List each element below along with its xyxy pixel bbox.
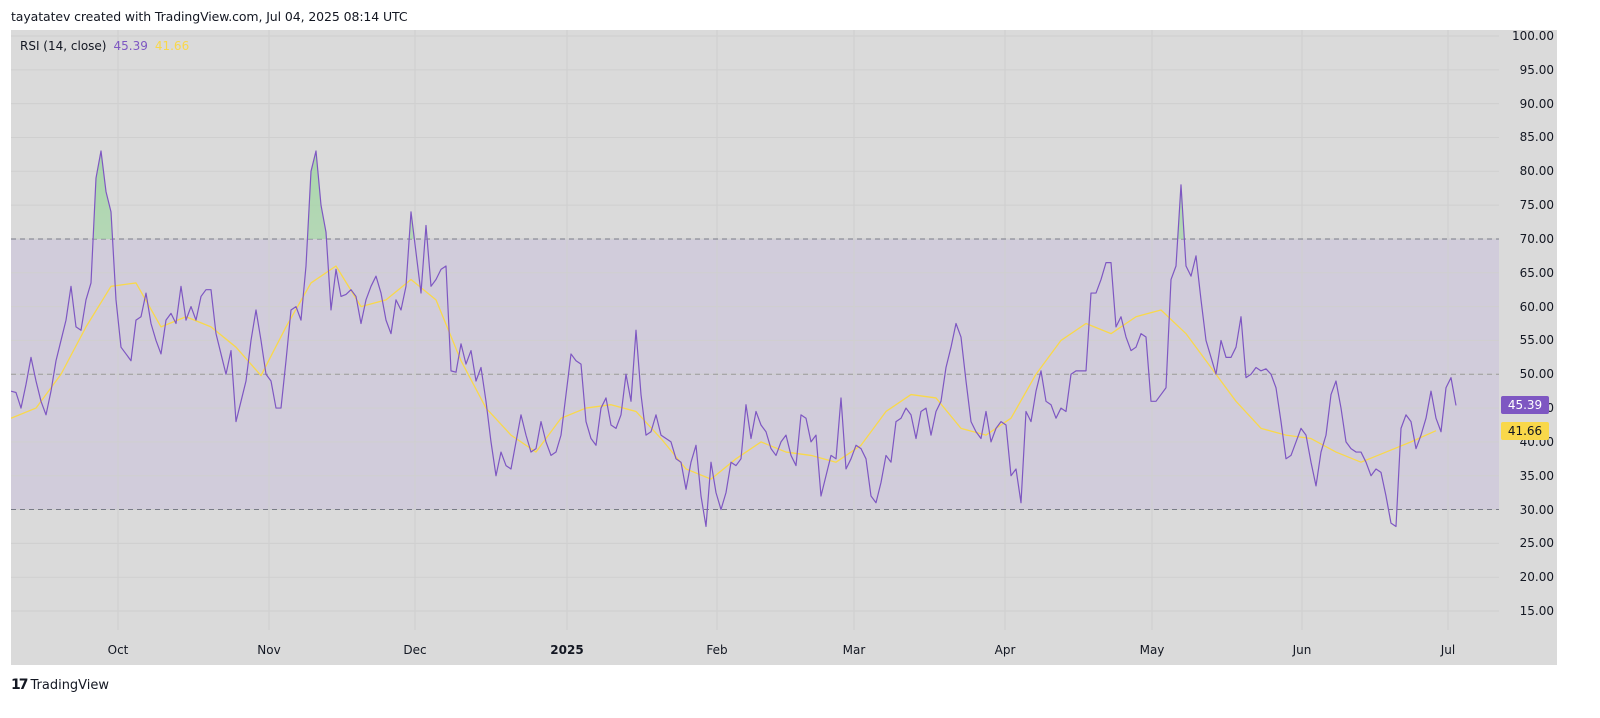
x-axis-tick: May <box>1139 643 1165 657</box>
y-axis-tick: 100.00 <box>1512 29 1554 43</box>
rsi-chart-svg <box>11 30 1499 630</box>
x-axis-tick: 2025 <box>550 643 584 657</box>
ma-last-value-badge: 41.66 <box>1501 421 1549 440</box>
y-axis-tick: 35.00 <box>1519 468 1554 483</box>
price-scale[interactable]: 100.00 95.00 90.00 85.00 80.00 75.00 70.00 65.0… <box>1499 29 1557 630</box>
x-axis-tick: Apr <box>994 643 1016 657</box>
rsi-plot-area[interactable]: RSI (14, close) 45.39 41.66 <box>11 30 1499 630</box>
indicator-name: RSI (14, close) <box>20 39 107 53</box>
y-axis-tick: 20.00 <box>1519 570 1554 585</box>
x-axis-tick: Feb <box>706 643 728 657</box>
rsi-last-value-badge: 45.39 <box>1501 396 1549 415</box>
y-axis-tick: 80.00 <box>1519 164 1554 179</box>
indicator-legend[interactable]: RSI (14, close) 45.39 41.66 <box>20 39 189 53</box>
y-axis-tick: 90.00 <box>1519 96 1554 111</box>
y-axis-tick: 65.00 <box>1519 265 1554 280</box>
x-axis-tick: Jun <box>1292 643 1312 657</box>
y-axis-tick: 15.00 <box>1519 604 1554 619</box>
x-axis-tick: Nov <box>257 643 281 657</box>
time-scale[interactable]: Oct Nov Dec 2025 Feb Mar Apr May Jun Jul <box>11 630 1499 665</box>
rsi-line <box>11 150 1457 528</box>
x-axis-tick: Jul <box>1440 643 1456 657</box>
x-axis-tick: Oct <box>107 643 129 657</box>
chart-credit: tayatatev created with TradingView.com, … <box>11 9 408 24</box>
y-axis-tick: 75.00 <box>1519 198 1554 213</box>
y-axis-tick: 85.00 <box>1519 130 1554 145</box>
x-axis-tick: Mar <box>842 643 866 657</box>
tradingview-brand[interactable]: 17 TradingView <box>11 677 109 693</box>
y-axis-tick: 25.00 <box>1519 536 1554 551</box>
chart-frame: RSI (14, close) 45.39 41.66 100.00 95.00 9… <box>11 29 1557 665</box>
rsi-value: 45.39 <box>113 39 148 53</box>
rsi-ma-value: 41.66 <box>154 39 190 53</box>
overbought-fill <box>93 151 1185 239</box>
x-axis-tick: Dec <box>403 643 427 657</box>
y-axis-tick: 95.00 <box>1519 62 1554 77</box>
y-axis-tick: 70.00 <box>1519 231 1554 246</box>
y-axis-tick: 30.00 <box>1519 502 1554 517</box>
y-axis-tick: 50.00 <box>1519 367 1554 382</box>
brand-name: TradingView <box>30 677 110 693</box>
y-axis-tick: 60.00 <box>1519 299 1554 314</box>
tradingview-logo-icon: 17 <box>11 677 29 693</box>
y-axis-tick: 55.00 <box>1519 333 1554 348</box>
